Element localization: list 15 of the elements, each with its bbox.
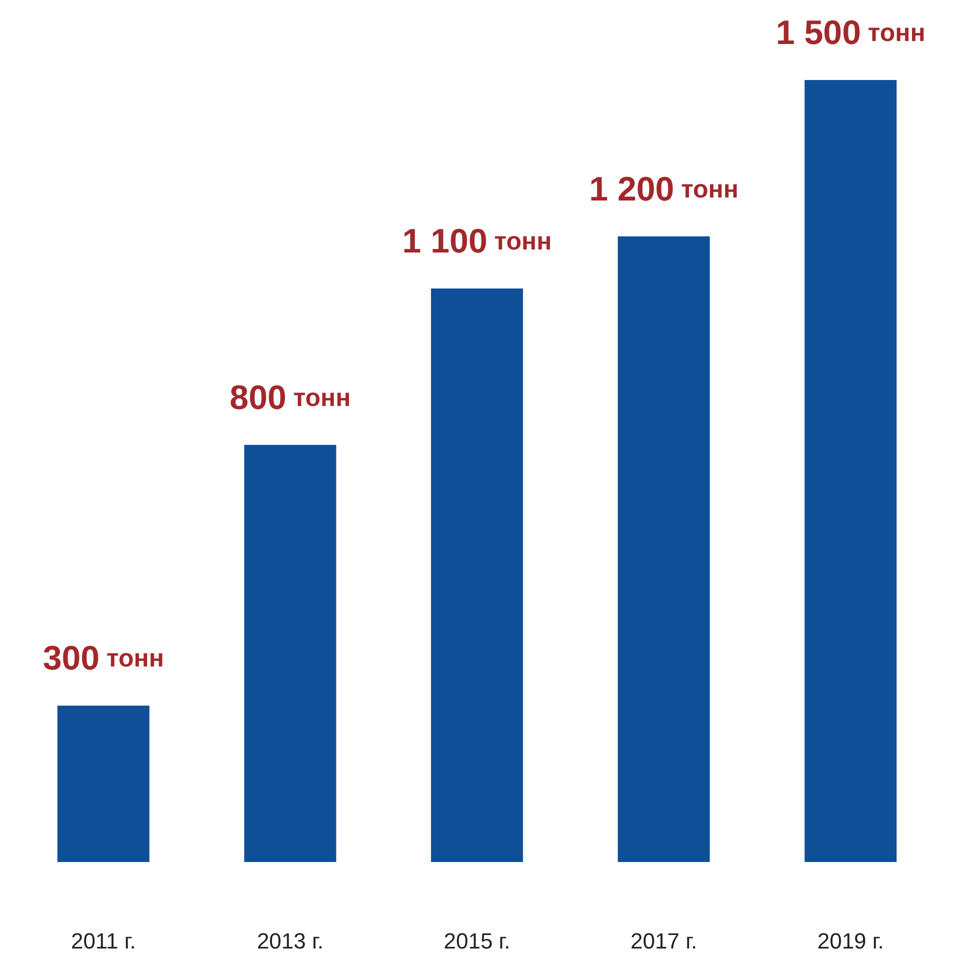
data-label: 1 500 тонн — [776, 14, 926, 52]
x-tick-label: 2019 г. — [817, 928, 884, 953]
x-tick-label: 2015 г. — [444, 928, 510, 953]
data-label: 800 тонн — [230, 378, 351, 417]
bar — [244, 444, 336, 862]
bar — [804, 80, 897, 862]
bar — [431, 288, 523, 862]
bar — [618, 236, 710, 862]
x-tick-label: 2017 г. — [630, 928, 698, 953]
data-label: 300 тонн — [42, 640, 164, 678]
bar — [57, 706, 150, 862]
x-tick-label: 2013 г. — [256, 928, 324, 953]
data-label: 1 200 тонн — [589, 170, 739, 208]
x-tick-label: 2011 г. — [70, 928, 136, 953]
data-label: 1 100 тонн — [402, 222, 552, 261]
